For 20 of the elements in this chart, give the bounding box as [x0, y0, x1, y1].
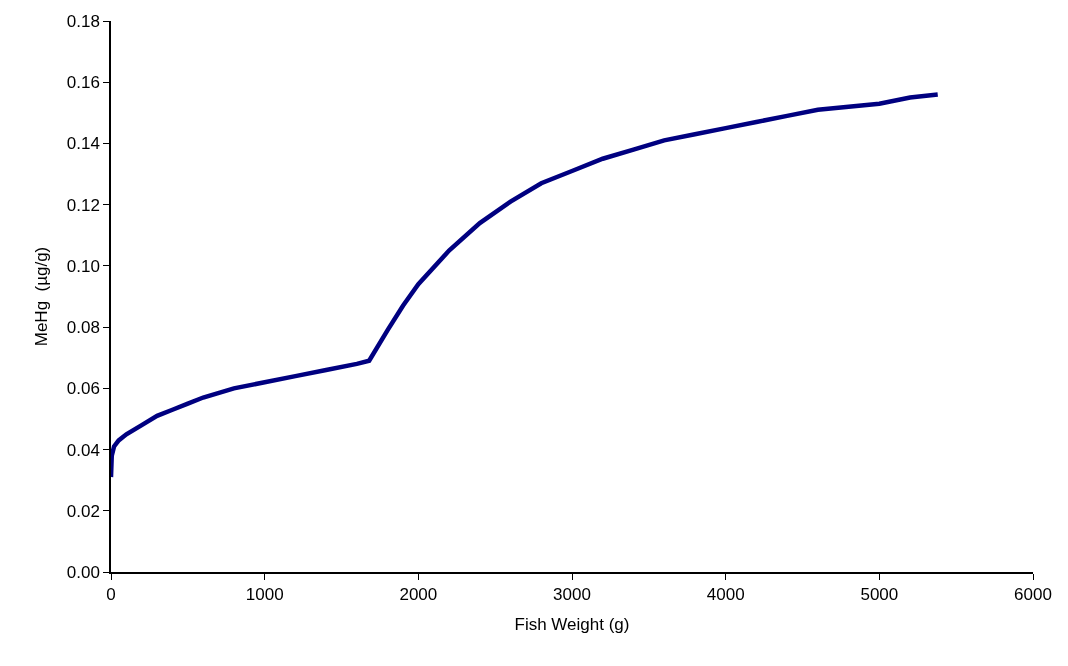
x-tick-label: 4000 [706, 585, 745, 605]
y-axis-title: MeHg (µg/g) [31, 246, 51, 347]
line-series [111, 92, 940, 480]
x-tick-label: 2000 [399, 585, 438, 605]
y-tick-label: 0.12 [66, 195, 100, 215]
x-tick-label: 6000 [1014, 585, 1052, 605]
y-tick-label: 0.08 [66, 318, 100, 338]
y-tick-label: 0.14 [66, 134, 100, 154]
y-tick-label: 0.06 [66, 379, 100, 399]
y-tick-label: 0.10 [66, 256, 100, 276]
y-tick-label: 0.18 [66, 11, 100, 31]
y-tick-label: 0.00 [66, 562, 100, 582]
y-tick-label: 0.04 [66, 440, 100, 460]
x-axis-title: Fish Weight (g) [514, 615, 630, 635]
y-tick-label: 0.02 [66, 501, 100, 521]
x-tick-label: 0 [106, 585, 116, 605]
y-tick-label: 0.16 [66, 73, 100, 93]
x-tick-label: 1000 [245, 585, 284, 605]
x-tick-label: 5000 [860, 585, 899, 605]
x-tick-label: 3000 [553, 585, 591, 605]
